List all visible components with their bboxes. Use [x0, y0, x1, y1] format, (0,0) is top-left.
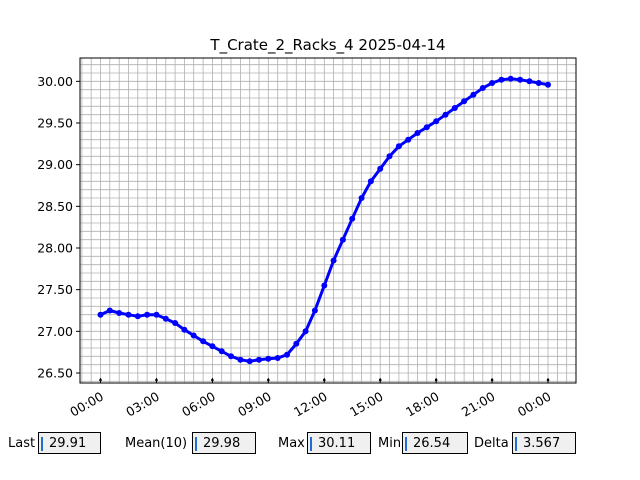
- x-tick-dot: [490, 378, 494, 382]
- data-point: [134, 313, 141, 320]
- data-point: [377, 165, 384, 172]
- x-tick-dot: [99, 378, 102, 382]
- max-label: Max: [278, 436, 305, 451]
- y-tick-label: 27.00: [37, 324, 73, 339]
- data-point: [228, 353, 234, 360]
- delta-label: Delta: [474, 436, 509, 451]
- data-point: [526, 78, 533, 85]
- y-tick-label: 28.50: [37, 199, 73, 214]
- data-point: [256, 356, 262, 363]
- data-point: [545, 81, 551, 88]
- x-tick-dot: [211, 378, 214, 382]
- y-axis-ticks: 26.50 27.00 27.50 28.00 28.50 29.00 29.50 30.00: [37, 74, 80, 381]
- data-point: [162, 315, 169, 322]
- data-point: [116, 310, 123, 316]
- min-label: Min: [378, 436, 402, 451]
- data-point: [367, 178, 374, 185]
- mean-value-field: 29.98: [192, 432, 256, 454]
- last-label: Last: [8, 436, 36, 451]
- x-tick-label: 12:00: [291, 389, 330, 420]
- x-tick-label: 18:00: [403, 389, 442, 420]
- data-point: [433, 118, 440, 125]
- data-point: [498, 76, 505, 83]
- chart-grid: [80, 58, 577, 383]
- data-point: [209, 343, 216, 350]
- x-tick-label: 09:00: [235, 389, 274, 420]
- data-point: [181, 326, 188, 333]
- data-point: [489, 80, 496, 86]
- data-point: [218, 348, 225, 355]
- data-point: [311, 307, 318, 314]
- data-point: [479, 85, 486, 91]
- min-value-field: 26.54: [402, 432, 468, 454]
- data-point: [470, 91, 477, 98]
- data-point: [237, 356, 244, 363]
- max-value-field: 30.11: [307, 432, 371, 454]
- data-point: [274, 355, 281, 361]
- data-point: [395, 143, 402, 150]
- data-point: [442, 111, 449, 118]
- data-point: [246, 358, 253, 365]
- data-point: [106, 307, 113, 314]
- y-tick-label: 29.50: [37, 116, 73, 131]
- x-tick-dot: [267, 378, 270, 382]
- x-tick-label: 06:00: [179, 389, 218, 420]
- data-point: [339, 236, 346, 243]
- data-point: [405, 136, 412, 143]
- data-point: [97, 311, 104, 318]
- y-tick-label: 26.50: [37, 366, 73, 381]
- data-point: [507, 75, 514, 82]
- x-tick-label: 00:00: [67, 389, 106, 420]
- y-tick-label: 30.00: [37, 74, 73, 89]
- data-point: [358, 195, 365, 201]
- data-series: [97, 75, 551, 365]
- x-tick-dot: [322, 378, 326, 382]
- data-point: [293, 340, 300, 347]
- x-tick-dot: [434, 378, 438, 382]
- temperature-chart: T_Crate_2_Racks_4 2025-04-14 00:00 03:00 0…: [37, 36, 577, 420]
- mean-label: Mean(10): [125, 436, 188, 451]
- data-point: [330, 257, 337, 264]
- data-point: [414, 130, 421, 136]
- y-tick-label: 29.00: [37, 157, 73, 172]
- last-value-field: 29.91: [38, 432, 101, 454]
- data-point: [517, 76, 524, 83]
- data-point: [386, 153, 393, 160]
- x-tick-label: 21:00: [459, 389, 498, 420]
- data-point: [349, 215, 356, 222]
- data-point: [172, 320, 179, 326]
- y-tick-label: 28.00: [37, 241, 73, 256]
- data-point: [302, 328, 309, 335]
- data-point: [125, 311, 132, 318]
- x-axis-ticks: 00:00 03:00 06:00 09:00 12:00 15:00 18:00 21:00…: [67, 378, 554, 420]
- y-tick-label: 27.50: [37, 282, 73, 297]
- data-point: [461, 98, 468, 105]
- chart-title: T_Crate_2_Racks_4 2025-04-14: [209, 36, 445, 55]
- data-point: [200, 338, 207, 345]
- data-point: [190, 332, 197, 339]
- data-point: [535, 80, 542, 86]
- x-tick-label: 15:00: [347, 389, 386, 420]
- x-tick-dot: [378, 378, 382, 382]
- data-point: [265, 355, 272, 362]
- x-tick-dot: [546, 378, 550, 382]
- data-point: [321, 282, 328, 289]
- delta-value-field: 3.567: [512, 432, 576, 454]
- x-tick-label: 00:00: [515, 389, 554, 420]
- data-point: [451, 105, 458, 111]
- data-point: [423, 124, 430, 131]
- data-point: [144, 311, 151, 318]
- data-point: [284, 351, 290, 358]
- x-tick-dot: [155, 378, 158, 382]
- x-tick-label: 03:00: [123, 389, 162, 420]
- data-point: [153, 311, 160, 318]
- plot-frame: [79, 57, 577, 384]
